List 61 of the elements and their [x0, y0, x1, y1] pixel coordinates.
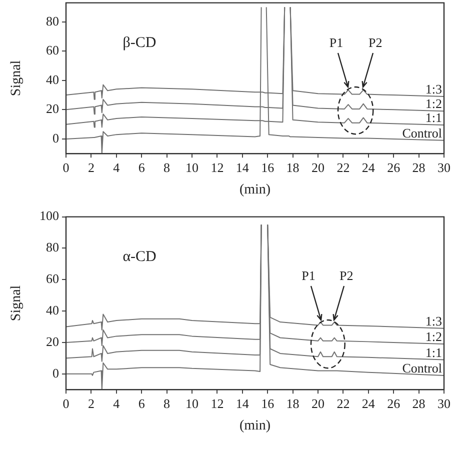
y-tick-label: 40 [46, 302, 59, 318]
series-label: 1:2 [425, 329, 442, 344]
text: β-CD [122, 34, 156, 51]
x-tick-label: 14 [236, 396, 250, 411]
x-tick-label: 4 [113, 396, 120, 411]
x-tick-label: 10 [186, 396, 198, 411]
x-tick-label: 12 [210, 160, 224, 175]
x-tick-label: 0 [62, 396, 70, 411]
y-axis-title: Signal [9, 285, 24, 322]
series-label: 1:3 [425, 313, 442, 328]
x-tick-label: 4 [113, 160, 120, 175]
series-label: 1:1 [425, 344, 442, 360]
x-tick-label: 24 [362, 160, 376, 175]
y-tick-label: 80 [46, 240, 59, 255]
x-tick-label: 18 [286, 396, 300, 411]
x-tick-label: 20 [312, 396, 324, 411]
series-label: 1:3 [425, 82, 442, 96]
x-axis-title: (min) [239, 418, 271, 434]
x-tick-label: 18 [286, 160, 300, 175]
x-tick-label: 28 [412, 160, 426, 175]
y-tick-label: 60 [46, 42, 59, 58]
x-tick-label: 24 [362, 396, 376, 411]
annotation: P2 [340, 268, 354, 284]
y-tick-label: 20 [46, 334, 59, 349]
x-tick-label: 20 [312, 160, 324, 175]
x-axis-title: (min) [239, 182, 271, 198]
x-tick-label: 26 [387, 396, 401, 411]
annotation: P1 [329, 35, 344, 50]
x-tick-label: 14 [236, 160, 250, 175]
x-tick-label: 26 [387, 160, 401, 175]
y-tick-label: 40 [46, 72, 59, 87]
x-tick-label: 22 [336, 396, 350, 411]
x-tick-label: 28 [412, 396, 426, 411]
text: α-CD [122, 248, 157, 265]
x-tick-label: 2 [88, 396, 94, 411]
x-tick-label: 6 [138, 396, 146, 411]
x-tick-label: 2 [88, 160, 94, 175]
series-label: 1:2 [425, 96, 442, 112]
series-label: 1:1 [425, 110, 442, 126]
annotation: P2 [368, 35, 382, 50]
y-tick-label: 0 [52, 365, 59, 380]
x-tick-label: 22 [336, 160, 350, 175]
x-tick-label: 6 [138, 160, 146, 175]
series-label: Control [402, 125, 442, 140]
y-tick-label: 60 [46, 271, 59, 286]
x-tick-label: 10 [186, 160, 198, 175]
y-axis-title: Signal [9, 60, 24, 96]
x-tick-label: 12 [210, 396, 224, 411]
y-tick-label: 20 [46, 101, 59, 116]
x-tick-label: 16 [261, 160, 275, 175]
series-label: Control [402, 360, 442, 376]
x-tick-label: 8 [164, 160, 170, 175]
y-tick-label: 100 [40, 208, 59, 224]
x-tick-label: 30 [438, 396, 450, 411]
y-tick-label: 80 [46, 13, 59, 28]
x-tick-label: 8 [164, 396, 170, 411]
x-tick-label: 30 [438, 160, 450, 175]
y-tick-label: 0 [52, 130, 59, 146]
x-tick-label: 16 [261, 396, 275, 411]
x-tick-label: 0 [62, 160, 70, 175]
annotation: P1 [302, 268, 316, 284]
